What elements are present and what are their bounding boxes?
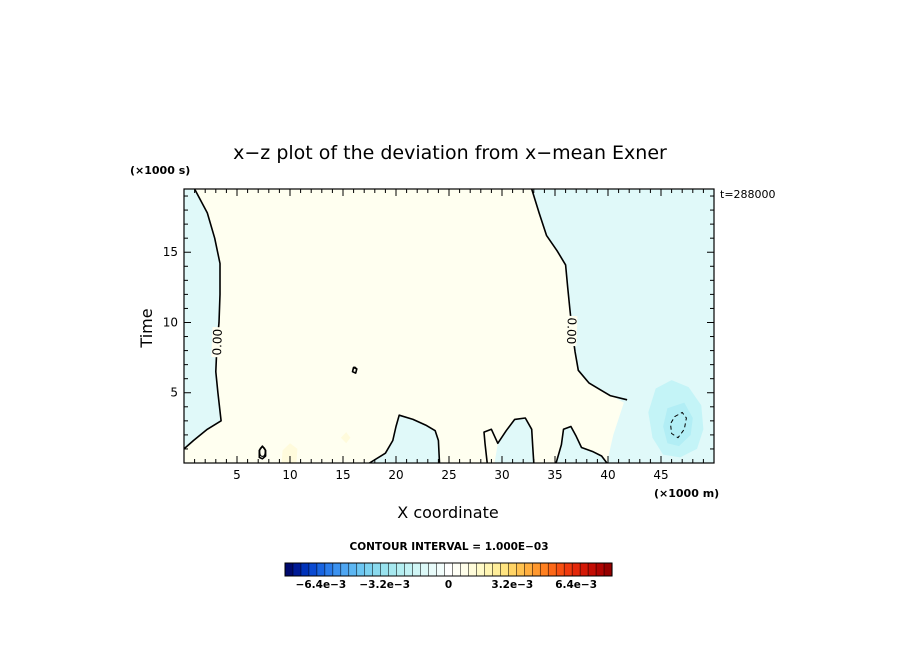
shaded-region-weak-positive [281, 443, 298, 463]
zero-contour-line [483, 417, 535, 464]
colorbar: −6.4e−3 −3.2e−3 0 3.2e−3 6.4e−3 [284, 562, 613, 591]
shaded-region-weak-positive [340, 432, 351, 444]
y-tick-label: 15 [163, 245, 178, 259]
colorbar-swatch [492, 562, 501, 577]
contour-interval-text: CONTOUR INTERVAL = 1.000E−03 [349, 541, 548, 553]
y-tick-label: 5 [170, 386, 178, 400]
shaded-region-weak-negative [494, 418, 534, 463]
colorbar-swatch [284, 562, 294, 577]
colorbar-swatch [396, 562, 406, 577]
contour-label: 0 [352, 366, 358, 376]
colorbar-swatch [356, 562, 366, 577]
x-tick-label: 10 [282, 468, 297, 482]
zero-contour-line [369, 414, 441, 464]
colorbar-swatch [452, 562, 462, 577]
plot-area: 0.00 0.00 0 0 5 10 15 20 25 30 35 40 45 5 10 15 [163, 188, 715, 482]
colorbar-swatch [484, 562, 493, 577]
colorbar-swatch [595, 562, 605, 577]
x-axis-label: X coordinate [397, 503, 498, 522]
x-tick-label: 20 [388, 468, 403, 482]
shaded-region-weak-negative [184, 189, 222, 449]
colorbar-swatch [348, 562, 358, 577]
chart-title: x−z plot of the deviation from x−mean Ex… [233, 142, 667, 164]
colorbar-swatch [436, 562, 446, 577]
colorbar-swatch [388, 562, 398, 577]
colorbar-swatch [364, 562, 374, 577]
x-tick-label: 25 [441, 468, 456, 482]
colorbar-swatch [571, 562, 581, 577]
colorbar-swatch [444, 562, 454, 577]
x-tick-label: 30 [494, 468, 509, 482]
colorbar-swatch [524, 562, 533, 577]
colorbar-swatch [428, 562, 438, 577]
colorbar-swatch [340, 562, 350, 577]
y-axis-label: Time [137, 308, 156, 348]
colorbar-swatch [460, 562, 469, 577]
colorbar-tick-label: −6.4e−3 [296, 579, 347, 591]
shaded-region-weak-negative [556, 426, 607, 463]
colorbar-swatch [547, 562, 557, 577]
colorbar-swatch [420, 562, 430, 577]
colorbar-swatch [308, 562, 318, 577]
colorbar-frame [284, 562, 613, 577]
colorbar-swatch [555, 562, 565, 577]
x-tick-label: 35 [547, 468, 562, 482]
colorbar-swatch [316, 562, 326, 577]
colorbar-tick-label: 0 [445, 579, 452, 591]
colorbar-swatch [516, 562, 525, 577]
contour-label: 0 [258, 445, 267, 461]
colorbar-swatch [468, 562, 477, 577]
colorbar-swatch [380, 562, 390, 577]
zero-contour-line [555, 425, 608, 464]
colorbar-swatch [579, 562, 589, 577]
colorbar-swatch [476, 562, 485, 577]
colorbar-swatch [587, 562, 597, 577]
axis-ticks: 5 10 15 20 25 30 35 40 45 5 10 15 [163, 189, 715, 482]
x-tick-label: 45 [653, 468, 668, 482]
colorbar-swatch [372, 562, 382, 577]
colorbar-swatch [292, 562, 302, 577]
y-tick-label: 10 [163, 315, 178, 329]
contour-label-mask [564, 315, 578, 347]
x-unit-label: (×1000 m) [654, 487, 719, 500]
colorbar-swatch [539, 562, 549, 577]
time-label: t=288000 [720, 188, 776, 201]
negative-contour-line [670, 411, 687, 439]
colorbar-swatch [531, 562, 541, 577]
shaded-region-stronger-negative [663, 402, 693, 447]
colorbar-swatch [324, 562, 334, 577]
x-tick-label: 40 [600, 468, 615, 482]
colorbar-swatch [332, 562, 342, 577]
colorbar-tick-label: −3.2e−3 [359, 579, 410, 591]
colorbar-swatch [563, 562, 573, 577]
colorbar-tick-label: 3.2e−3 [491, 579, 533, 591]
x-tick-label: 5 [233, 468, 241, 482]
contour-label: 0.00 [564, 317, 579, 344]
zero-contour-line [258, 445, 267, 460]
colorbar-swatch [412, 562, 422, 577]
y-unit-label: (×1000 s) [130, 164, 190, 177]
colorbar-swatch [500, 562, 509, 577]
contour-label: 0.00 [210, 329, 225, 356]
colorbar-tick-label: 6.4e−3 [555, 579, 597, 591]
colorbar-swatch [603, 562, 613, 577]
colorbar-swatch [404, 562, 414, 577]
contour-labels: 0.00 0.00 0 0 [210, 315, 579, 461]
shaded-regions [184, 189, 714, 463]
zero-contour-line [351, 366, 358, 374]
colorbar-swatch [300, 562, 310, 577]
contour-label-mask [211, 326, 225, 358]
x-tick-label: 15 [335, 468, 350, 482]
colorbar-swatch [508, 562, 517, 577]
